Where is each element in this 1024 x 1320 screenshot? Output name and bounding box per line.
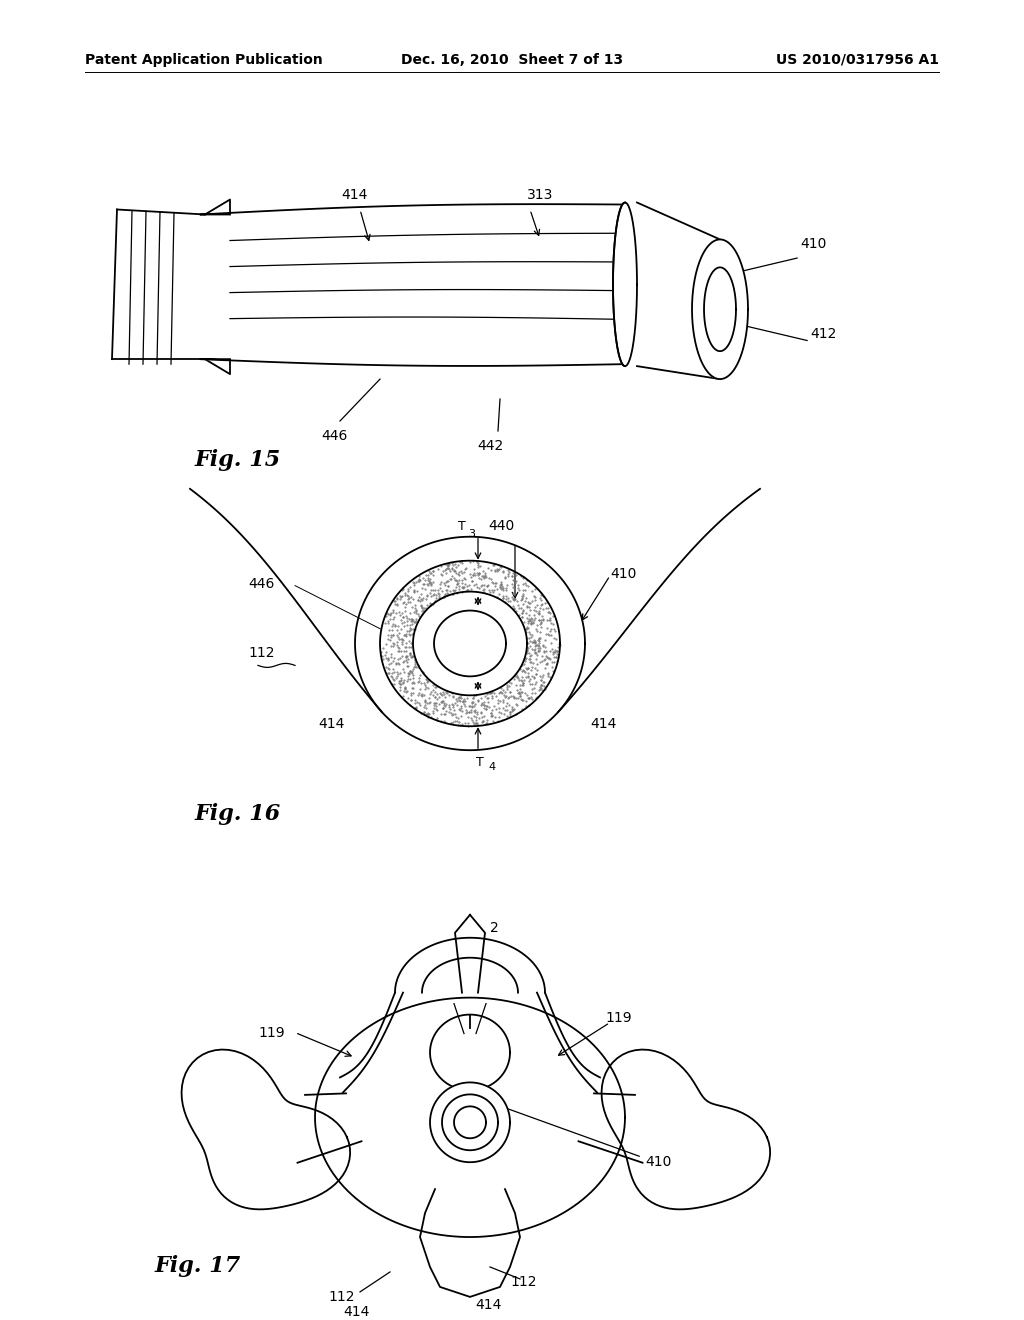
Polygon shape (434, 611, 506, 676)
Text: 412: 412 (810, 327, 837, 341)
Polygon shape (692, 239, 748, 379)
Polygon shape (430, 1015, 510, 1090)
Text: 414: 414 (344, 1305, 370, 1319)
Text: 313: 313 (526, 187, 553, 202)
Text: 410: 410 (645, 1155, 672, 1170)
Text: Fig. 15: Fig. 15 (195, 449, 282, 471)
Text: 112: 112 (329, 1290, 355, 1304)
Text: 410: 410 (610, 566, 636, 581)
Polygon shape (181, 1049, 350, 1209)
Text: T: T (459, 520, 466, 533)
Text: 412: 412 (446, 644, 473, 659)
Text: 4: 4 (488, 762, 496, 772)
Text: Dec. 16, 2010  Sheet 7 of 13: Dec. 16, 2010 Sheet 7 of 13 (401, 53, 623, 67)
Text: 446: 446 (249, 577, 275, 590)
Text: Patent Application Publication: Patent Application Publication (85, 53, 323, 67)
Text: 442: 442 (477, 440, 503, 453)
Text: 440: 440 (488, 519, 514, 533)
Polygon shape (613, 202, 637, 366)
Polygon shape (430, 1082, 510, 1162)
Polygon shape (454, 1106, 486, 1138)
Text: 3: 3 (468, 529, 475, 539)
Text: 414: 414 (590, 717, 616, 730)
Text: 119: 119 (605, 1011, 632, 1024)
Text: Fig. 16: Fig. 16 (195, 803, 282, 825)
Polygon shape (395, 937, 545, 993)
Polygon shape (355, 537, 585, 750)
Text: 414: 414 (318, 717, 345, 730)
Text: 414: 414 (475, 1298, 502, 1312)
Polygon shape (380, 561, 560, 726)
Text: 2: 2 (490, 921, 499, 935)
Polygon shape (200, 205, 625, 366)
Polygon shape (601, 1049, 770, 1209)
Text: 111: 111 (444, 1065, 471, 1080)
Text: Fig. 17: Fig. 17 (155, 1255, 242, 1276)
Text: 410: 410 (800, 238, 826, 251)
Text: T: T (476, 756, 483, 770)
Text: 119: 119 (258, 1026, 285, 1040)
Text: 112: 112 (510, 1275, 537, 1288)
Text: 446: 446 (322, 429, 348, 444)
Polygon shape (315, 998, 625, 1237)
Text: 112: 112 (249, 647, 275, 660)
Text: US 2010/0317956 A1: US 2010/0317956 A1 (776, 53, 939, 67)
Text: 414: 414 (342, 187, 369, 202)
